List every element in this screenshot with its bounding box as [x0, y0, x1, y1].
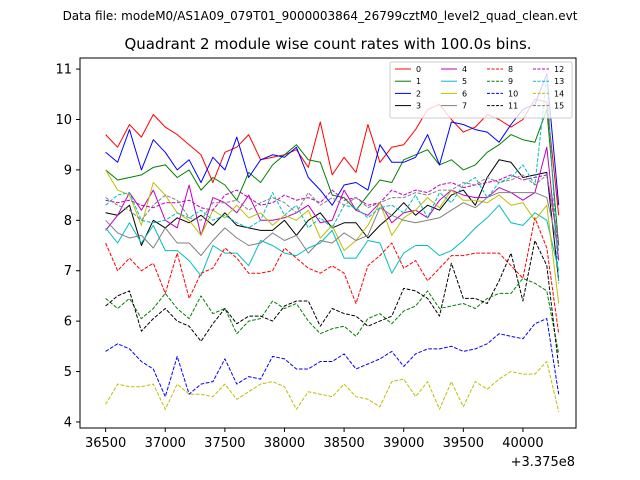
plot-frame — [79, 57, 577, 429]
x-tick-label: 38000 — [264, 436, 305, 451]
legend-label-11: 11 — [508, 102, 518, 111]
series-line-2 — [105, 73, 560, 206]
chart-title: Quadrant 2 module wise count rates with … — [124, 35, 531, 53]
x-tick-label: 36500 — [85, 436, 126, 451]
supertitle: Data file: modeM0/AS1A09_079T01_90000038… — [63, 9, 578, 23]
legend-label-15: 15 — [554, 102, 564, 111]
legend-label-12: 12 — [554, 65, 564, 74]
x-tick-label: 37500 — [204, 436, 245, 451]
y-axis: 4 5 6 7 8 9 10 11 — [55, 63, 80, 430]
series-line-7 — [105, 192, 560, 257]
legend-label-6: 6 — [462, 89, 467, 98]
series-line-1 — [105, 108, 560, 246]
legend-label-4: 4 — [462, 65, 467, 74]
legend-label-7: 7 — [462, 102, 467, 111]
y-tick-label: 11 — [55, 63, 72, 78]
series-line-13 — [105, 76, 560, 284]
legend-label-1: 1 — [416, 77, 421, 86]
series-line-14 — [105, 361, 560, 413]
legend-label-0: 0 — [416, 65, 421, 74]
y-tick-label: 6 — [64, 315, 72, 330]
x-axis: 36500 37000 37500 38000 38500 39000 39500 40000 — [85, 428, 544, 451]
x-tick-label: 38500 — [323, 436, 364, 451]
legend-label-3: 3 — [416, 102, 421, 111]
series-line-10 — [105, 318, 560, 398]
series-line-4 — [105, 146, 560, 261]
x-tick-label: 37000 — [145, 436, 186, 451]
series-line-5 — [105, 204, 560, 277]
x-tick-label: 39000 — [383, 436, 424, 451]
x-tick-label: 39500 — [443, 436, 484, 451]
legend-label-8: 8 — [508, 65, 513, 74]
y-tick-label: 7 — [64, 264, 72, 279]
series-line-6 — [105, 169, 560, 304]
legend-label-2: 2 — [416, 89, 421, 98]
y-tick-label: 4 — [64, 415, 72, 430]
y-tick-label: 8 — [64, 214, 72, 229]
legend-label-14: 14 — [554, 89, 564, 98]
x-offset-label: +3.375e8 — [511, 455, 575, 470]
legend-label-9: 9 — [508, 77, 513, 86]
y-tick-label: 9 — [64, 163, 72, 178]
y-tick-label: 5 — [64, 365, 72, 380]
legend-label-10: 10 — [508, 89, 518, 98]
legend-box — [389, 61, 573, 119]
series-line-11 — [105, 240, 560, 367]
series-line-15 — [105, 174, 560, 241]
x-tick-label: 40000 — [502, 436, 543, 451]
plot-area — [80, 58, 576, 428]
series-line-12 — [105, 174, 560, 246]
series-line-8 — [105, 217, 560, 334]
series-layer — [105, 73, 560, 413]
legend-label-5: 5 — [462, 77, 467, 86]
y-tick-label: 10 — [55, 113, 72, 128]
legend-label-13: 13 — [554, 77, 564, 86]
series-line-0 — [105, 98, 560, 216]
